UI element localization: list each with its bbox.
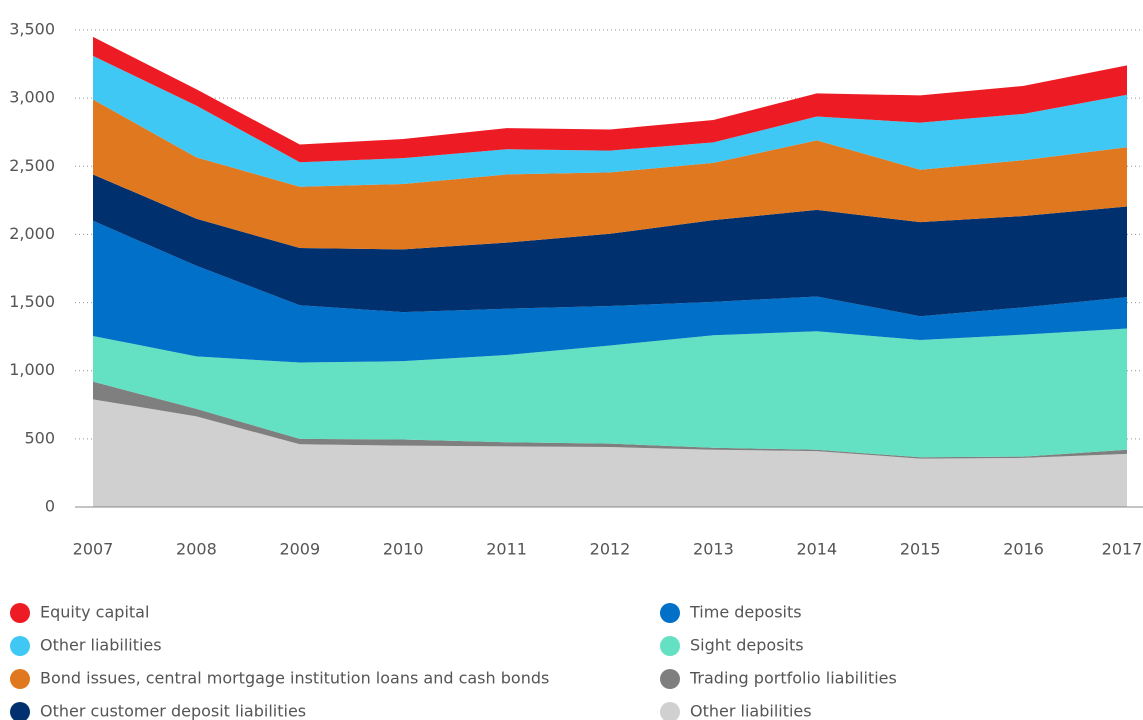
area xyxy=(93,174,1127,317)
y-tick-label: 2,000 xyxy=(9,224,55,243)
x-tick-label: 2013 xyxy=(693,540,734,559)
x-tick-label: 2007 xyxy=(73,540,114,559)
legend-label: Bond issues, central mortgage institutio… xyxy=(40,669,549,688)
x-tick-label: 2008 xyxy=(176,540,217,559)
legend-swatch xyxy=(10,603,30,623)
legend-swatch xyxy=(10,636,30,656)
x-tick-label: 2010 xyxy=(383,540,424,559)
area xyxy=(93,99,1127,250)
legend-label: Other customer deposit liabilities xyxy=(40,702,306,720)
x-tick-label: 2009 xyxy=(279,540,320,559)
legend-swatch xyxy=(660,636,680,656)
x-tick-label: 2017 xyxy=(1102,540,1143,559)
legend-label: Sight deposits xyxy=(690,636,804,655)
legend-swatch xyxy=(660,603,680,623)
legend-swatch xyxy=(10,702,30,720)
y-tick-label: 3,500 xyxy=(9,20,55,39)
y-tick-label: 2,500 xyxy=(9,156,55,175)
area xyxy=(93,220,1127,363)
y-tick-label: 1,000 xyxy=(9,360,55,379)
area xyxy=(93,399,1127,507)
y-tick-label: 3,000 xyxy=(9,88,55,107)
legend-label: Trading portfolio liabilities xyxy=(689,669,897,688)
areas xyxy=(93,36,1127,507)
legend-label: Other liabilities xyxy=(40,636,162,655)
legend-swatch xyxy=(660,702,680,720)
x-tick-label: 2014 xyxy=(796,540,837,559)
y-tick-label: 500 xyxy=(24,428,55,447)
y-tick-label: 0 xyxy=(45,497,55,516)
y-tick-label: 1,500 xyxy=(9,292,55,311)
area xyxy=(93,381,1127,459)
legend-swatch xyxy=(660,669,680,689)
x-tick-label: 2015 xyxy=(900,540,941,559)
x-tick-label: 2012 xyxy=(590,540,631,559)
legend-swatch xyxy=(10,669,30,689)
area xyxy=(93,55,1127,187)
legend-label: Equity capital xyxy=(40,603,149,622)
x-tick-label: 2016 xyxy=(1003,540,1044,559)
x-tick-label: 2011 xyxy=(486,540,527,559)
area xyxy=(93,328,1127,458)
area xyxy=(93,36,1127,163)
legend-label: Other liabilities xyxy=(690,702,812,720)
legend-label: Time deposits xyxy=(689,603,802,622)
